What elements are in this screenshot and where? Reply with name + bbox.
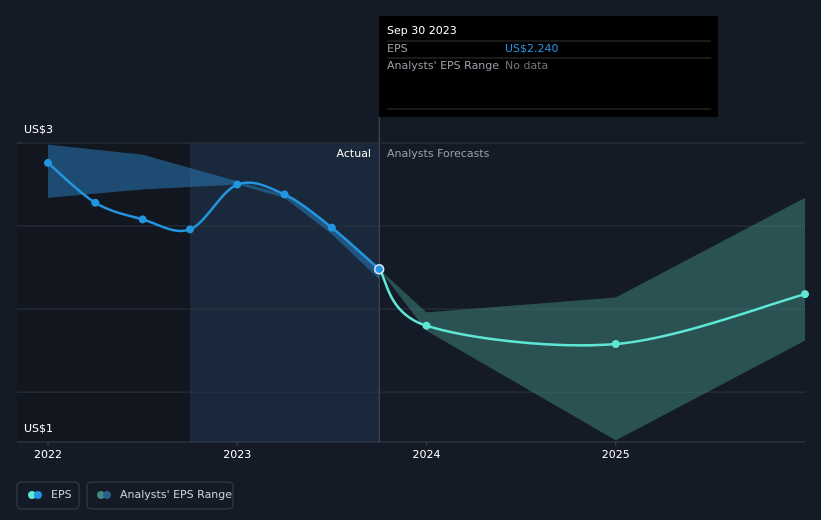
eps-point [801,290,809,299]
x-tick-label: 2024 [413,448,441,461]
eps-point [91,198,100,207]
eps-range [379,197,805,441]
eps-point [44,158,53,167]
eps-point [280,190,289,199]
plot: US$3 US$1 2022 2023 2024 2025 [17,117,809,461]
eps-line [378,268,806,347]
legend-item[interactable] [86,481,234,510]
legend-label: Analysts' EPS Range [120,488,232,501]
legend-item[interactable] [16,481,80,510]
highlight-region [189,143,380,442]
tooltip-date: Sep 30 2023 [387,24,457,37]
x-tick-label: 2022 [34,448,62,461]
eps-point [138,215,147,224]
eps-point [185,225,194,234]
x-tick-label: 2023 [223,448,251,461]
y-tick-label: US$1 [24,422,53,435]
x-tick-label: 2025 [602,448,630,461]
legend-label: EPS [51,488,72,501]
eps-point [611,339,620,348]
tooltip-label: EPS [387,42,408,55]
actual-label: Actual [337,147,371,160]
legend-icon [34,491,42,499]
eps-point [233,180,242,189]
legend-icon [97,491,105,499]
tooltip-box [379,16,718,117]
legend-icon [103,491,111,499]
tooltip: Sep 30 2023 EPS US$2.240 Analysts' EPS R… [379,16,718,117]
y-tick-label: US$3 [24,123,53,136]
eps-line [47,161,381,271]
eps-point [327,223,336,232]
tooltip-label: Analysts' EPS Range [387,59,499,72]
legend-icon [28,491,36,499]
forecast-label: Analysts Forecasts [387,147,490,160]
tooltip-value: US$2.240 [505,42,559,55]
eps-range [48,144,380,280]
legend: EPS Analysts' EPS Range [16,481,234,510]
tooltip-value: No data [505,59,548,72]
eps-point [422,321,431,330]
current-point [373,263,385,275]
